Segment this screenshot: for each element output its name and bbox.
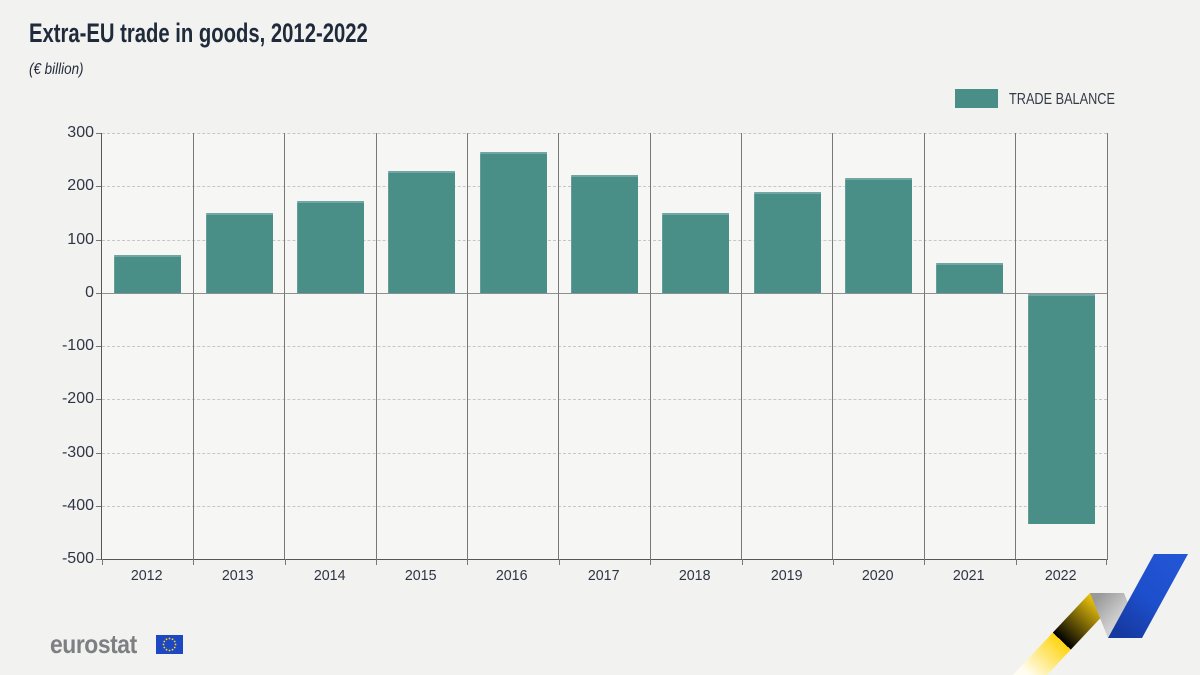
x-axis-tick <box>650 559 652 565</box>
plot-area <box>96 133 1108 565</box>
eu-flag-icon <box>156 635 183 654</box>
legend-label: TRADE BALANCE <box>1009 91 1115 108</box>
y-axis-tick <box>96 186 101 188</box>
y-gridline <box>102 346 1107 347</box>
y-axis-label: 200 <box>67 177 94 195</box>
bar-2018 <box>662 212 730 293</box>
x-axis-tick <box>558 559 560 565</box>
x-axis-tick <box>467 559 469 565</box>
x-axis-label: 2020 <box>861 567 894 584</box>
bar-2019 <box>753 191 821 293</box>
x-separator <box>832 133 834 559</box>
x-axis-label: 2017 <box>587 567 620 584</box>
y-gridline <box>102 452 1107 454</box>
eurostat-logo: eurostat <box>50 629 183 660</box>
y-axis: 300 200 100 0 -100 -200 -300 -400 -500 <box>0 124 94 567</box>
y-axis-tick <box>96 505 101 507</box>
bar-2022 <box>1027 293 1095 524</box>
x-axis-label: 2018 <box>678 567 711 584</box>
zigzag-arrow-graphic <box>1012 554 1188 675</box>
y-axis-tick <box>96 559 101 560</box>
y-axis-tick <box>96 133 101 134</box>
x-separator <box>466 133 468 559</box>
y-gridline <box>102 505 1107 507</box>
y-gridline <box>102 133 1107 134</box>
x-separator <box>741 133 743 559</box>
y-axis-label: -400 <box>61 496 94 514</box>
x-axis-tick <box>102 559 103 565</box>
bar-2021 <box>936 263 1004 293</box>
x-separator <box>923 133 925 559</box>
x-axis-label: 2013 <box>222 567 254 584</box>
page-title: Extra-EU trade in goods, 2012-2022 <box>29 18 368 48</box>
y-axis-label: -200 <box>61 390 94 408</box>
x-axis-tick <box>193 559 195 565</box>
x-axis-tick <box>741 559 743 565</box>
bar-2015 <box>388 171 456 293</box>
bar-2014 <box>296 201 364 293</box>
bar-2013 <box>205 212 273 293</box>
x-axis-tick <box>1106 559 1107 565</box>
y-axis-label: -100 <box>61 337 94 354</box>
x-separator <box>192 133 194 559</box>
x-axis-label: 2015 <box>404 567 437 584</box>
x-axis-tick <box>924 559 926 565</box>
x-axis-tick <box>1015 559 1017 565</box>
y-axis-label: -500 <box>61 550 94 567</box>
x-separator <box>1015 133 1017 559</box>
y-axis-tick <box>96 346 101 347</box>
y-axis-label: -300 <box>61 443 94 461</box>
y-axis-label: 0 <box>85 283 94 301</box>
bar-2016 <box>479 152 547 293</box>
x-axis-tick <box>376 559 378 565</box>
x-separator <box>558 133 560 559</box>
y-axis-tick <box>96 452 101 454</box>
x-axis-label: 2022 <box>1044 567 1077 584</box>
x-separator <box>649 133 651 559</box>
y-axis-label: 300 <box>67 124 94 141</box>
x-axis-tick <box>832 559 834 565</box>
x-axis-tick <box>284 559 286 565</box>
bar-2020 <box>845 178 913 293</box>
x-axis-label: 2012 <box>130 567 163 584</box>
legend-swatch-icon <box>955 89 998 108</box>
page-subtitle: (€ billion) <box>29 61 84 78</box>
x-separator <box>284 133 286 559</box>
bar-2017 <box>571 174 638 293</box>
x-axis-label: 2014 <box>313 567 346 584</box>
x-axis-label: 2021 <box>953 567 985 584</box>
y-axis-tick <box>96 399 101 401</box>
y-axis-label: 100 <box>67 230 94 248</box>
x-axis: 2012 2013 2014 2015 2016 2017 2018 2019 2020 2021… <box>101 567 1106 587</box>
y-axis-tick <box>96 239 101 241</box>
eurostat-logo-text: eurostat <box>50 629 137 659</box>
x-axis-label: 2019 <box>770 567 803 584</box>
bar-2012 <box>114 255 182 293</box>
x-axis-label: 2016 <box>496 567 528 584</box>
x-separator <box>375 133 377 559</box>
zero-line <box>102 292 1107 294</box>
y-axis-tick <box>96 292 101 294</box>
y-gridline <box>102 399 1107 401</box>
